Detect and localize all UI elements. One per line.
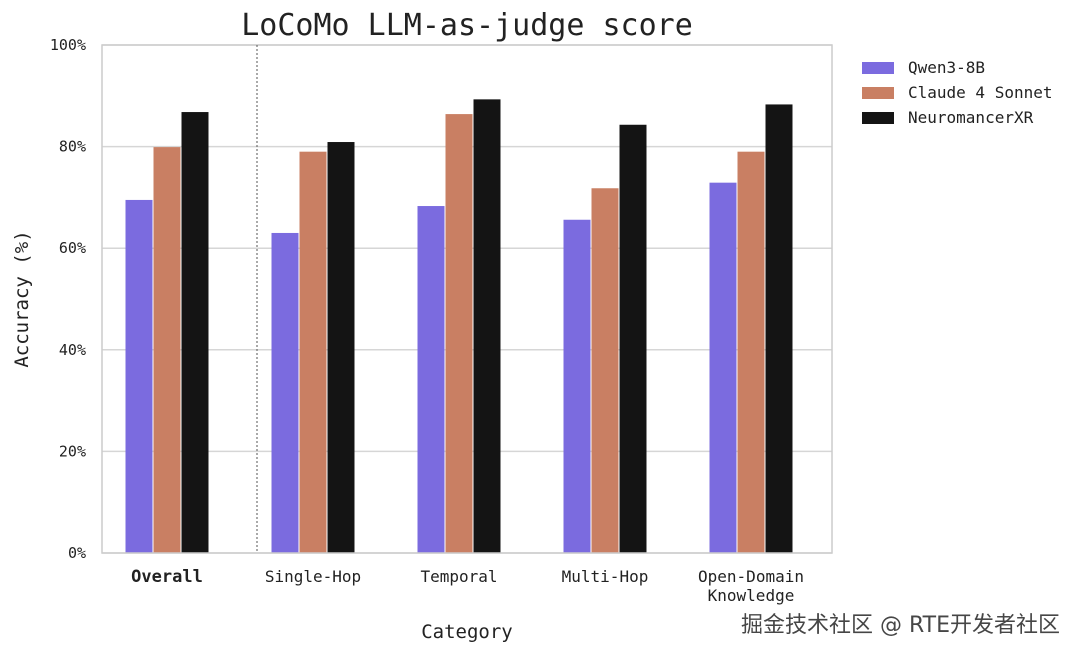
y-tick-label: 0% [68,544,86,562]
x-tick-label: Multi-Hop [562,567,649,586]
legend-swatch [862,87,894,99]
x-axis-label: Category [421,621,513,643]
bars [125,99,793,554]
legend-label: Claude 4 Sonnet [908,83,1053,102]
bar-claude-4-sonnet-overall [153,147,181,553]
bar-qwen3-8b-overall [125,199,153,553]
y-tick-label: 80% [59,138,86,156]
x-axis-ticks: Overall Single-Hop Temporal Multi-Hop Open-D… [131,567,804,605]
bar-claude-4-sonnet-temporal [445,114,473,553]
y-tick-label: 100% [50,36,86,54]
bar-qwen3-8b-multi-hop [563,219,591,553]
chart-title: LoCoMo LLM-as-judge score [241,8,693,43]
bar-qwen3-8b-single-hop [271,232,299,553]
bar-claude-4-sonnet-open-domain-knowledge [737,151,765,553]
y-tick-label: 60% [59,239,86,257]
legend-swatch [862,112,894,124]
bar-qwen3-8b-open-domain-knowledge [709,182,737,553]
bar-neuromancerxr-open-domain-knowledge [765,104,793,553]
x-tick-label: Overall [131,567,203,587]
bar-neuromancerxr-single-hop [327,142,355,553]
y-tick-label: 20% [59,442,86,460]
bar-claude-4-sonnet-single-hop [299,151,327,553]
bar-neuromancerxr-temporal [473,99,501,553]
watermark: 掘金技术社区 @ RTE开发者社区 [740,613,1060,638]
legend-label: NeuromancerXR [908,108,1034,127]
x-tick-label: Open-Domain [698,567,804,586]
x-tick-label: Knowledge [708,586,795,605]
y-tick-label: 40% [59,341,86,359]
bar-qwen3-8b-temporal [417,206,445,553]
bar-claude-4-sonnet-multi-hop [591,188,619,554]
y-axis-ticks: 0% 20% 40% 60% 80% 100% [50,36,86,562]
y-axis-label: Accuracy (%) [11,230,33,367]
legend-label: Qwen3-8B [908,58,985,77]
x-tick-label: Single-Hop [265,567,361,586]
legend: Qwen3-8B Claude 4 Sonnet NeuromancerXR [862,58,1053,127]
plot-frame [101,44,833,554]
bar-neuromancerxr-overall [181,112,209,553]
x-tick-label: Temporal [420,567,497,586]
legend-swatch [862,62,894,74]
bar-neuromancerxr-multi-hop [619,124,647,554]
